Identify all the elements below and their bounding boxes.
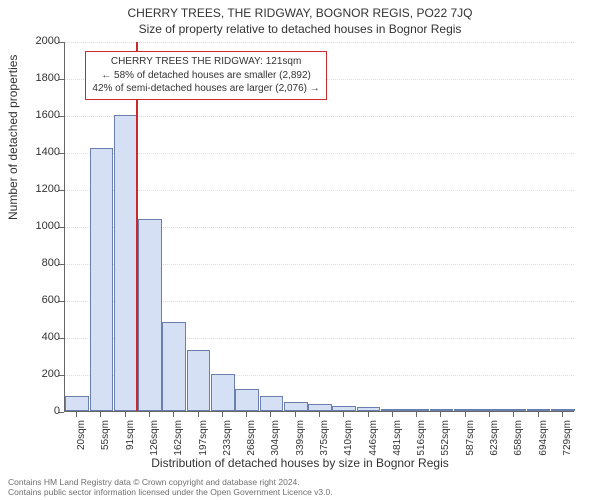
xtick-label: 516sqm	[416, 420, 427, 460]
bar	[235, 389, 259, 411]
gridline	[65, 42, 574, 43]
annotation-line1: CHERRY TREES THE RIDGWAY: 121sqm	[92, 55, 319, 69]
bar	[211, 374, 235, 411]
bar	[502, 409, 526, 411]
xtick-mark	[246, 412, 247, 417]
bar	[284, 402, 308, 411]
bar	[114, 115, 138, 411]
bar	[527, 409, 551, 411]
gridline	[65, 153, 574, 154]
bar	[478, 409, 502, 411]
ytick-label: 1800	[20, 72, 60, 84]
xtick-label: 339sqm	[295, 420, 306, 460]
bar	[308, 404, 332, 411]
xtick-label: 410sqm	[343, 420, 354, 460]
xtick-label: 55sqm	[100, 420, 111, 460]
chart-title-main: CHERRY TREES, THE RIDGWAY, BOGNOR REGIS,…	[0, 0, 600, 20]
plot-area: CHERRY TREES THE RIDGWAY: 121sqm ← 58% o…	[64, 42, 574, 412]
xtick-mark	[416, 412, 417, 417]
xtick-mark	[149, 412, 150, 417]
bar	[90, 148, 114, 411]
ytick-label: 400	[20, 331, 60, 343]
gridline	[65, 190, 574, 191]
xtick-label: 481sqm	[392, 420, 403, 460]
xtick-mark	[100, 412, 101, 417]
xtick-mark	[538, 412, 539, 417]
bar	[138, 219, 162, 411]
xtick-label: 268sqm	[246, 420, 257, 460]
bar	[162, 322, 186, 411]
ytick-label: 1000	[20, 220, 60, 232]
annotation-line3: 42% of semi-detached houses are larger (…	[92, 82, 319, 96]
annotation-line2: ← 58% of detached houses are smaller (2,…	[92, 69, 319, 83]
bar	[357, 407, 381, 411]
xtick-mark	[173, 412, 174, 417]
ytick-mark	[59, 412, 64, 413]
bar	[454, 409, 478, 411]
bar	[551, 409, 575, 411]
xtick-mark	[76, 412, 77, 417]
xtick-mark	[295, 412, 296, 417]
xtick-mark	[465, 412, 466, 417]
xtick-label: 162sqm	[173, 420, 184, 460]
bar	[381, 409, 405, 411]
ytick-label: 0	[20, 405, 60, 417]
bar	[405, 409, 429, 411]
xtick-label: 552sqm	[440, 420, 451, 460]
xtick-mark	[368, 412, 369, 417]
xtick-mark	[392, 412, 393, 417]
bar	[65, 396, 89, 411]
chart-container: CHERRY TREES, THE RIDGWAY, BOGNOR REGIS,…	[0, 0, 600, 500]
ytick-label: 1200	[20, 183, 60, 195]
xtick-mark	[222, 412, 223, 417]
xtick-label: 91sqm	[125, 420, 136, 460]
bar	[332, 406, 356, 411]
xtick-label: 623sqm	[489, 420, 500, 460]
gridline	[65, 116, 574, 117]
xtick-label: 729sqm	[562, 420, 573, 460]
ytick-label: 600	[20, 294, 60, 306]
xtick-mark	[489, 412, 490, 417]
ytick-label: 800	[20, 257, 60, 269]
bar	[187, 350, 211, 411]
x-axis-label: Distribution of detached houses by size …	[0, 456, 600, 470]
xtick-label: 233sqm	[222, 420, 233, 460]
bar	[260, 396, 284, 411]
y-axis-label: Number of detached properties	[6, 55, 20, 220]
annotation-box: CHERRY TREES THE RIDGWAY: 121sqm ← 58% o…	[85, 51, 326, 100]
xtick-mark	[319, 412, 320, 417]
xtick-mark	[270, 412, 271, 417]
xtick-mark	[513, 412, 514, 417]
chart-title-sub: Size of property relative to detached ho…	[0, 20, 600, 36]
xtick-mark	[198, 412, 199, 417]
xtick-label: 20sqm	[76, 420, 87, 460]
xtick-label: 126sqm	[149, 420, 160, 460]
footer-attribution: Contains HM Land Registry data © Crown c…	[8, 477, 333, 498]
ytick-label: 2000	[20, 35, 60, 47]
xtick-label: 694sqm	[538, 420, 549, 460]
footer-line2: Contains public sector information licen…	[8, 487, 333, 498]
xtick-mark	[125, 412, 126, 417]
bar	[430, 409, 454, 411]
xtick-label: 197sqm	[198, 420, 209, 460]
xtick-label: 658sqm	[513, 420, 524, 460]
ytick-label: 1400	[20, 146, 60, 158]
xtick-label: 375sqm	[319, 420, 330, 460]
footer-line1: Contains HM Land Registry data © Crown c…	[8, 477, 333, 488]
xtick-label: 587sqm	[465, 420, 476, 460]
xtick-mark	[562, 412, 563, 417]
xtick-label: 446sqm	[368, 420, 379, 460]
ytick-label: 200	[20, 368, 60, 380]
xtick-mark	[343, 412, 344, 417]
xtick-mark	[440, 412, 441, 417]
ytick-label: 1600	[20, 109, 60, 121]
xtick-label: 304sqm	[270, 420, 281, 460]
